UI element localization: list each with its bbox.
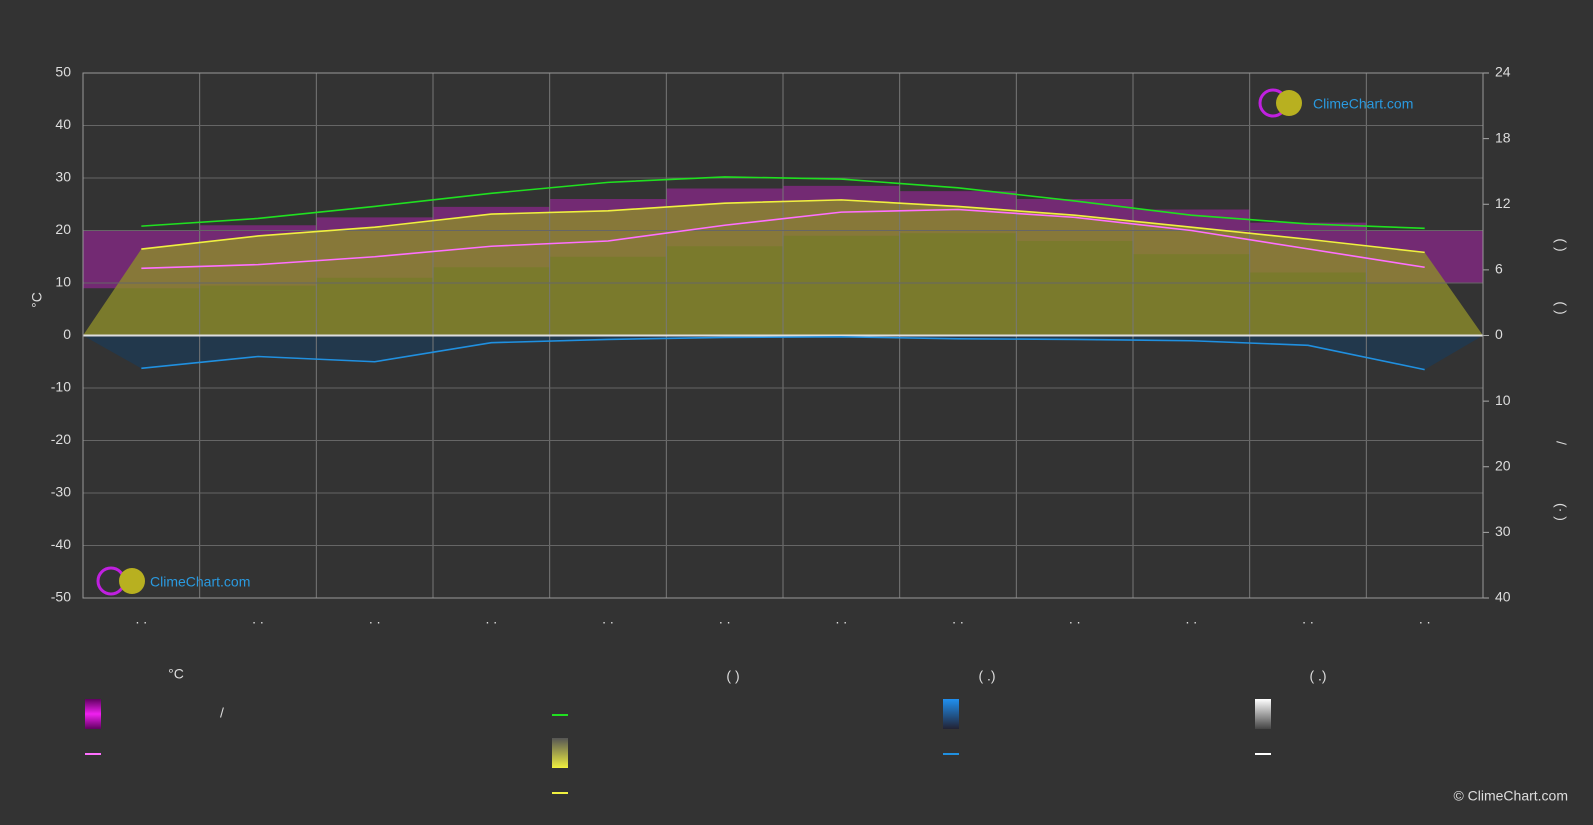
right-label: ( )	[1553, 238, 1569, 251]
x-tick-label: . .	[1302, 611, 1314, 627]
x-tick-label: . .	[135, 611, 147, 627]
y-tick-label: 0	[63, 326, 71, 342]
legend-header: °C	[168, 666, 184, 682]
y3-tick-label: 10	[1495, 392, 1511, 408]
y-axis-label: °C	[29, 292, 45, 308]
logo-text: ClimeChart.com	[1313, 96, 1413, 112]
legend-header: ( .)	[1309, 668, 1326, 684]
x-tick-label: . .	[369, 611, 381, 627]
y-tick-label: -30	[51, 484, 71, 500]
legend-header: ( .)	[978, 668, 995, 684]
y-tick-label: 40	[55, 116, 71, 132]
x-tick-label: . .	[835, 611, 847, 627]
x-tick-label: . .	[485, 611, 497, 627]
legend-label: /	[220, 705, 224, 721]
logo-text: ClimeChart.com	[150, 574, 250, 590]
y-tick-label: 50	[55, 64, 71, 80]
y2-tick-label: 12	[1495, 195, 1511, 211]
y-tick-label: 30	[55, 169, 71, 185]
y3-tick-label: 20	[1495, 457, 1511, 473]
x-tick-label: . .	[719, 611, 731, 627]
right-label: ( )	[1553, 301, 1569, 314]
y3-tick-label: 40	[1495, 589, 1511, 605]
series-line	[141, 199, 1425, 254]
y-tick-label: -40	[51, 536, 71, 552]
y-tick-label: -20	[51, 431, 71, 447]
logo: ClimeChart.com	[1258, 88, 1413, 118]
x-tick-label: . .	[952, 611, 964, 627]
y2-tick-label: 6	[1495, 261, 1503, 277]
x-tick-label: . .	[1069, 611, 1081, 627]
x-tick-label: . .	[252, 611, 264, 627]
logo-sun	[119, 568, 145, 594]
y-tick-label: 10	[55, 274, 71, 290]
right-label: (· )	[1553, 503, 1569, 521]
series-line	[141, 208, 1425, 270]
y2-tick-label: 18	[1495, 129, 1511, 145]
legend-swatch	[552, 738, 568, 768]
x-tick-label: . .	[1419, 611, 1431, 627]
y-tick-label: 20	[55, 221, 71, 237]
y-tick-label: -50	[51, 589, 71, 605]
series-line	[141, 176, 1425, 230]
x-tick-label: . .	[602, 611, 614, 627]
logo-sun	[1276, 90, 1302, 116]
plot-frame	[82, 72, 1484, 599]
y2-tick-label: 0	[1495, 326, 1503, 342]
logo: ClimeChart.com	[96, 566, 250, 596]
x-tick-label: . .	[1185, 611, 1197, 627]
y-tick-label: -10	[51, 379, 71, 395]
copyright: © ClimeChart.com	[1453, 788, 1568, 804]
legend-header: ( )	[726, 668, 739, 684]
y3-tick-label: 30	[1495, 523, 1511, 539]
legend-swatch	[1255, 699, 1271, 729]
right-label: /	[1553, 441, 1569, 445]
series-line	[141, 336, 1425, 371]
legend-swatch	[85, 699, 101, 729]
legend-swatch	[943, 699, 959, 729]
y2-tick-label: 24	[1495, 64, 1511, 80]
